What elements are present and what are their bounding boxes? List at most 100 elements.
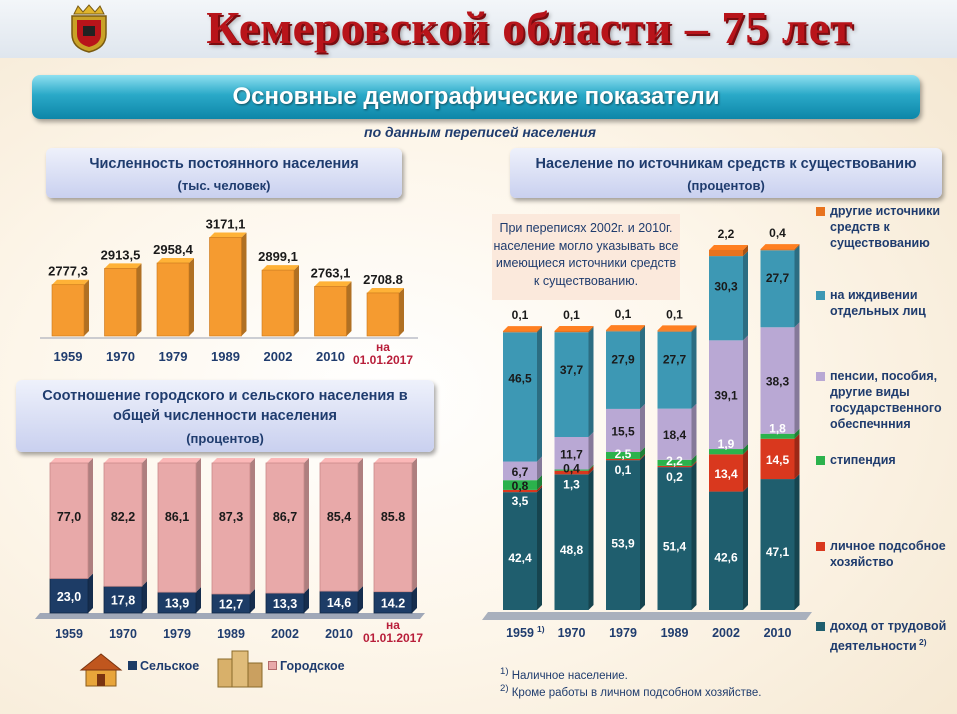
population-category-label: на 01.01.2017 [353, 340, 413, 367]
income-panel-header [510, 148, 942, 198]
income-value-label: 0,8 [512, 479, 529, 493]
population-category-label: 2002 [264, 349, 293, 364]
urban-rural-segment-side [196, 587, 201, 613]
income-segment-side [691, 462, 697, 610]
population-bar-side [84, 279, 89, 336]
income-segment [760, 249, 795, 251]
income-segment [709, 249, 743, 257]
rural-segment [103, 585, 143, 614]
income-value-label: 14,5 [766, 453, 790, 467]
population-value-label: 3171,1 [206, 216, 246, 231]
income-legend-swatch [816, 291, 825, 300]
urban-value-label: 82,2 [111, 510, 135, 524]
urban-rural-segment-side [250, 458, 255, 594]
income-segment [503, 332, 537, 462]
urban-rural-segment-side [88, 458, 93, 579]
population-bar-side [399, 287, 404, 336]
urban-rural-segment-top [158, 458, 201, 463]
income-segment-side [588, 464, 594, 471]
income-value-label: 30,3 [714, 280, 738, 294]
income-segment-side [691, 460, 697, 468]
income-value-label: 48,8 [560, 543, 584, 557]
population-bar [104, 268, 137, 337]
population-bar [314, 286, 347, 337]
urban-segment [49, 462, 89, 579]
population-chart-unit: (тыс. человек) [177, 178, 271, 193]
income-value-label: 46,5 [508, 372, 532, 386]
income-segment [657, 459, 692, 466]
income-value-label: 1,9 [718, 437, 735, 451]
population-bar-side [136, 263, 142, 336]
income-segment-side [743, 444, 748, 455]
population-bar-top [157, 257, 194, 263]
census-note: При переписях 2002г. и 2010г. население … [492, 214, 680, 300]
income-segment [657, 331, 692, 409]
population-bar-top [104, 263, 142, 269]
income-segment [760, 250, 795, 328]
population-bar [51, 284, 85, 337]
income-legend-swatch [816, 622, 825, 631]
income-segment [709, 449, 743, 455]
income-segment-side [794, 322, 800, 434]
income-value-label: 0,4 [563, 461, 580, 475]
legend-label-rural: Сельское [140, 659, 200, 673]
urban-rural-category-label: 1959 [55, 627, 83, 641]
income-value-label: 3,5 [512, 494, 529, 508]
income-segment [503, 489, 537, 493]
income-segment [554, 470, 589, 475]
income-segment [709, 454, 743, 492]
urban-rural-chart-title: Соотношение городского и сельского насел… [42, 388, 408, 424]
income-segment-side [537, 487, 542, 610]
population-bar-top [367, 287, 404, 293]
income-legend-label: пенсии, пособия, другие виды государстве… [830, 369, 942, 431]
main-title: Кемеровской области – 75 лет [206, 2, 854, 53]
income-segment-side [743, 449, 748, 492]
rural-value-label: 14.2 [381, 596, 405, 610]
income-value-label: 11,7 [560, 447, 583, 461]
population-bar-chart: 2777,3 1959 2913,5 1970 2958,4 1979 3171,1 1989… [40, 216, 418, 367]
population-category-label-line2: 01.01.2017 [353, 353, 413, 367]
income-value-label: 2,2 [718, 227, 735, 241]
population-bar-top [52, 279, 89, 285]
population-bar [261, 269, 295, 337]
population-bar-side [346, 281, 352, 336]
income-legend-swatch [816, 542, 825, 551]
rural-value-label: 17,8 [111, 594, 135, 608]
population-category-label: 1959 [54, 349, 83, 364]
income-value-label: 51,4 [663, 540, 687, 554]
urban-rural-category-label: 2002 [271, 627, 299, 641]
income-segment [760, 327, 795, 434]
urban-segment [373, 462, 413, 593]
urban-rural-category-label-line1: на [386, 618, 400, 632]
population-bar [366, 292, 400, 337]
income-segment-side [588, 469, 594, 610]
income-value-label: 0,1 [512, 308, 529, 322]
income-segment [760, 433, 795, 439]
income-segment [657, 467, 692, 610]
income-segment-side [794, 244, 800, 251]
income-category-label: 1989 [661, 626, 689, 640]
urban-rural-segment-top [50, 458, 93, 463]
income-value-label: 39,1 [714, 389, 738, 403]
income-segment [554, 332, 589, 437]
footnote-1-mark: 1) [500, 666, 509, 677]
income-category-label: 1970 [558, 626, 586, 640]
urban-rural-segment-top [266, 458, 309, 463]
page-subtitle: по данным переписей населения [364, 124, 596, 140]
urban-rural-segment-side [196, 458, 201, 593]
population-bar [156, 262, 190, 337]
income-segment-side [640, 453, 645, 461]
urban-rural-segment-top [374, 458, 417, 463]
urban-segment [319, 462, 359, 592]
urban-rural-segment-top [212, 458, 255, 463]
urban-value-label: 87,3 [219, 510, 243, 524]
urban-rural-segment-side [250, 588, 255, 613]
urban-segment [211, 462, 251, 595]
income-segment-top [657, 325, 697, 331]
income-value-label: 38,3 [766, 375, 790, 389]
income-segment [709, 491, 743, 610]
income-segment [760, 479, 795, 610]
footnote-1-text: Наличное население. [511, 669, 628, 682]
footnote-2-mark: 2) [500, 683, 509, 694]
rural-value-label: 12,7 [219, 597, 243, 611]
